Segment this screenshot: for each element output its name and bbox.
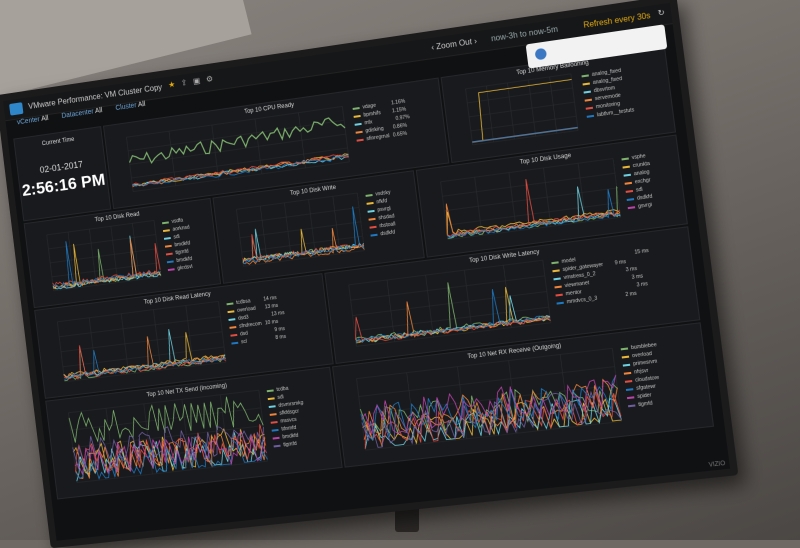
settings-icon[interactable]: ⚙ [205, 73, 219, 84]
grid-line [89, 229, 96, 285]
grid-line [126, 137, 133, 191]
grid-line [57, 301, 218, 321]
panel-legend: tcdbsa 14 ms overload 13 ms dsd3 13 ms s… [226, 293, 288, 347]
clock-panel: Current Time 02-01-2017 2:56:16 PM [13, 126, 111, 221]
zoom-out-button[interactable]: ‹ Zoom Out › [431, 36, 478, 52]
grid-line [473, 130, 578, 145]
panel-legend: vsdsky nfkfd psvrgl shsdad rbstoall dsdk… [365, 188, 397, 239]
grid-line [121, 314, 128, 374]
grid-line [153, 310, 160, 370]
share-icon[interactable]: ⇪ [180, 77, 193, 88]
variable-value: All [41, 115, 49, 123]
grid-line [47, 235, 54, 291]
grid-line [299, 113, 306, 168]
grid-line [186, 305, 193, 366]
dashboard-screen: VMware Performance: VM Cluster Copy ★⇪▣⚙… [3, 3, 730, 541]
grid-line [342, 106, 349, 161]
grid-line [357, 193, 364, 251]
grid-line [212, 125, 219, 180]
grid-line [471, 116, 576, 131]
refresh-icon[interactable]: ↻ [657, 8, 665, 18]
grid-line [466, 89, 473, 145]
user-avatar-icon [535, 48, 548, 61]
grid-line [236, 209, 243, 266]
series-line [362, 395, 621, 449]
dashboard-logo-icon[interactable] [9, 102, 23, 115]
tv-brand-logo: VIZIO [708, 461, 725, 469]
grid-line [68, 390, 258, 413]
grid-line [128, 120, 344, 151]
grid-line [486, 86, 493, 142]
clock-label: Current Time [15, 133, 102, 151]
grid-line [47, 220, 154, 234]
tv-monitor: VMware Performance: VM Cluster Copy ★⇪▣⚙… [0, 0, 738, 548]
grid-line [48, 235, 155, 249]
grid-line [61, 332, 222, 352]
series-line [48, 229, 161, 288]
grid-line [441, 159, 613, 182]
grid-line [236, 193, 357, 209]
panel-legend: model 15 ms spider_gatewayer 9 ms vmstre… [551, 247, 655, 308]
series-line [472, 128, 577, 143]
grid-line [111, 226, 118, 282]
grid-line [71, 408, 261, 430]
grid-line [469, 102, 574, 117]
grid-line [571, 74, 578, 131]
grid-line [59, 317, 220, 337]
grid-line [466, 74, 571, 89]
panel-legend: bumblebee overload primesrvm nfrjsvr clo… [620, 341, 664, 410]
panel-legend: vsphe crunkta analog exchgr sdl dsdkfd g… [621, 152, 656, 212]
zoom-out-label: Zoom Out [436, 37, 473, 51]
grid-line [240, 222, 361, 238]
grid-line [309, 200, 316, 257]
panel-legend: tcdba sdl dsvmrsmkg sfkfdsgcr mssvcs tdn… [266, 383, 308, 450]
series-line [240, 221, 364, 263]
grid-line [284, 203, 291, 260]
grid-line [89, 318, 96, 378]
grid-line [464, 270, 472, 332]
grid-line [528, 80, 535, 136]
variable-value: All [138, 101, 146, 109]
grid-line [543, 168, 550, 226]
toolbar-icons: ★⇪▣⚙ [168, 73, 219, 89]
grid-line [359, 367, 615, 397]
panel-legend: analog_fixed analog_fixed dbsvrtom serve… [581, 66, 635, 121]
variable-value: All [95, 107, 103, 115]
grid-line [550, 77, 557, 133]
grid-line [444, 188, 617, 211]
grid-line [218, 301, 226, 362]
grid-line [238, 207, 359, 223]
grid-line [355, 307, 549, 331]
series-line [49, 241, 161, 289]
panel-legend: vdage 1.16% bpmhifs 1.15% mfx 0.97% gdis… [352, 97, 412, 144]
grid-line [255, 119, 262, 174]
grid-line [387, 280, 395, 342]
grid-line [509, 173, 516, 231]
grid-line [260, 206, 267, 263]
grid-line [57, 322, 64, 382]
variable-label: Cluster [115, 102, 137, 112]
grid-line [543, 260, 551, 323]
grid-line [426, 275, 434, 337]
panel-legend: vsdfa aorknsd sdl bmdkfd tlgmfd bmdkfd g… [162, 216, 195, 274]
grid-line [467, 88, 572, 103]
grid-line [507, 83, 514, 139]
